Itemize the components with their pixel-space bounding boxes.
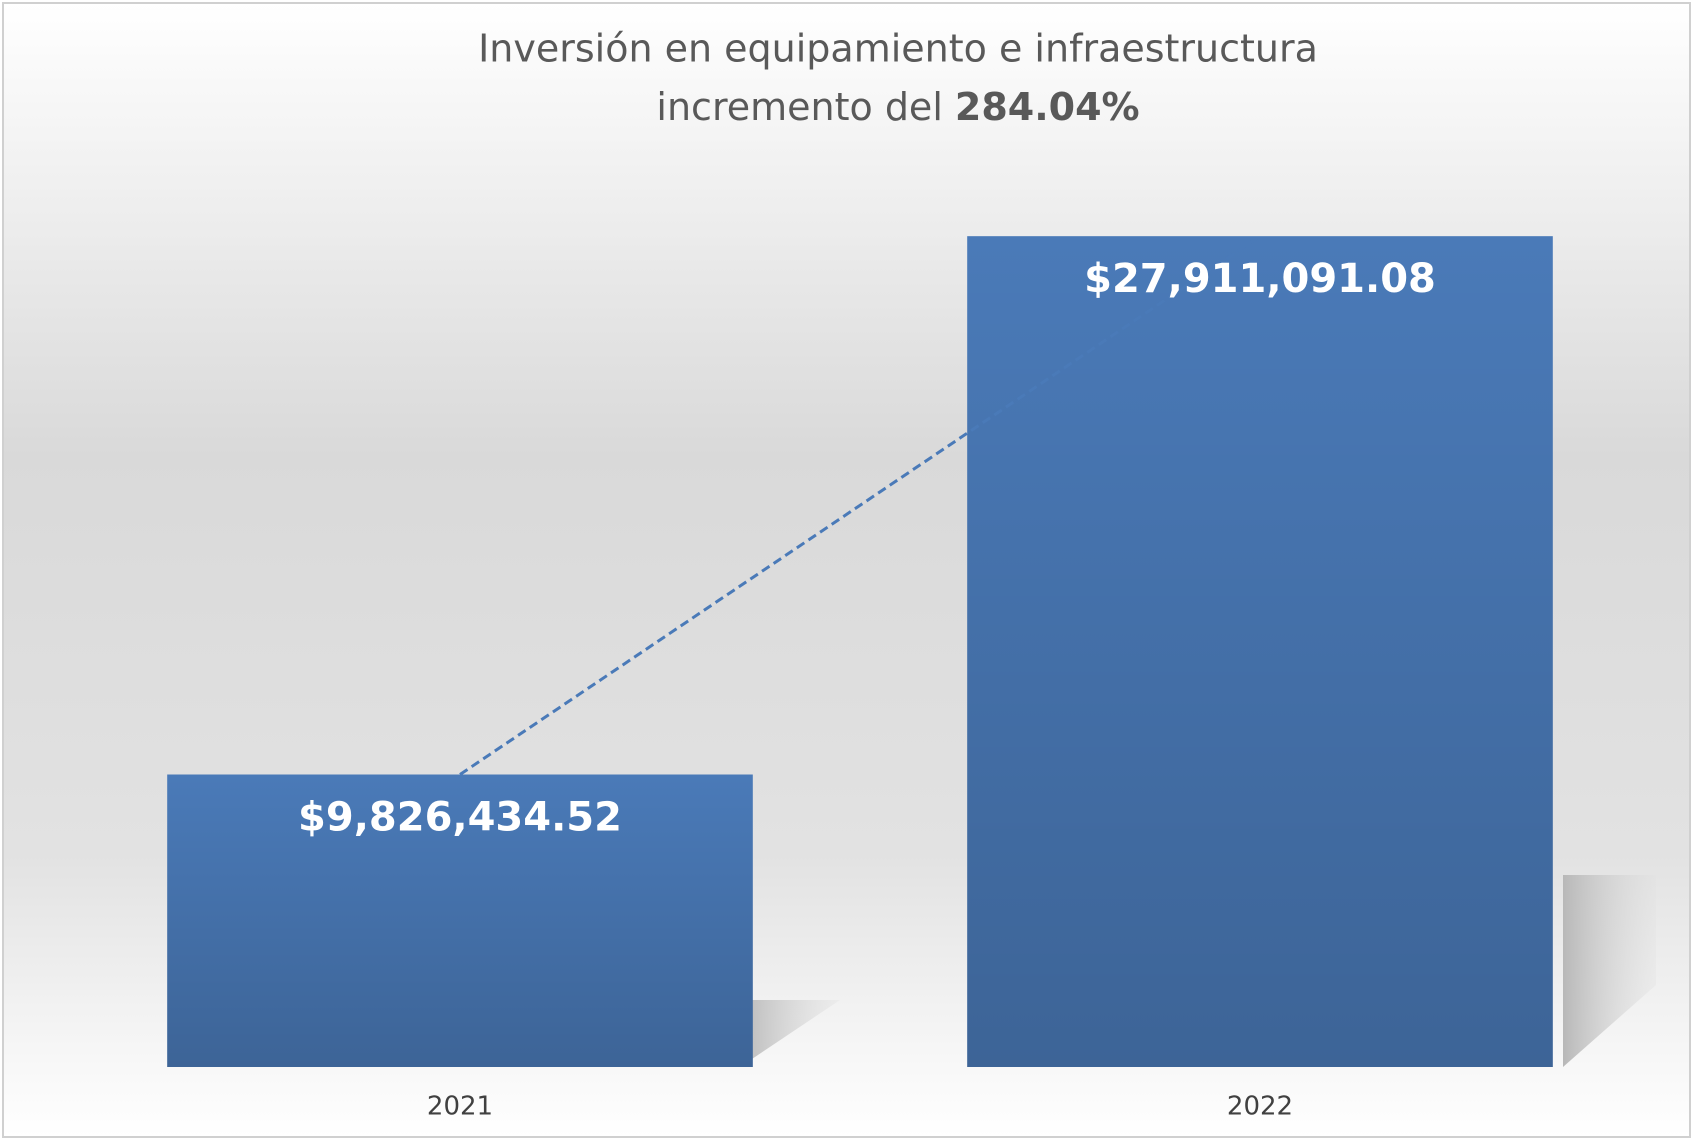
bar-shadow	[740, 1000, 840, 1067]
bar-shading	[967, 236, 1553, 1067]
subtitle-text: incremento del	[656, 85, 942, 129]
x-tick-label: 2021	[427, 1092, 493, 1122]
x-tick-label: 2022	[1227, 1092, 1293, 1122]
chart-subtitle: incremento del 284.04%	[656, 85, 1139, 129]
bar-shading	[167, 774, 753, 1067]
data-label: $9,826,434.52	[298, 794, 622, 840]
trend-line	[459, 234, 1261, 776]
chart-title: Inversión en equipamiento e infraestruct…	[478, 27, 1318, 71]
bar-shadow	[1563, 875, 1656, 1067]
subtitle-highlight: 284.04%	[955, 85, 1140, 129]
data-label: $27,911,091.08	[1084, 256, 1436, 302]
bar-shadows	[740, 875, 1656, 1067]
